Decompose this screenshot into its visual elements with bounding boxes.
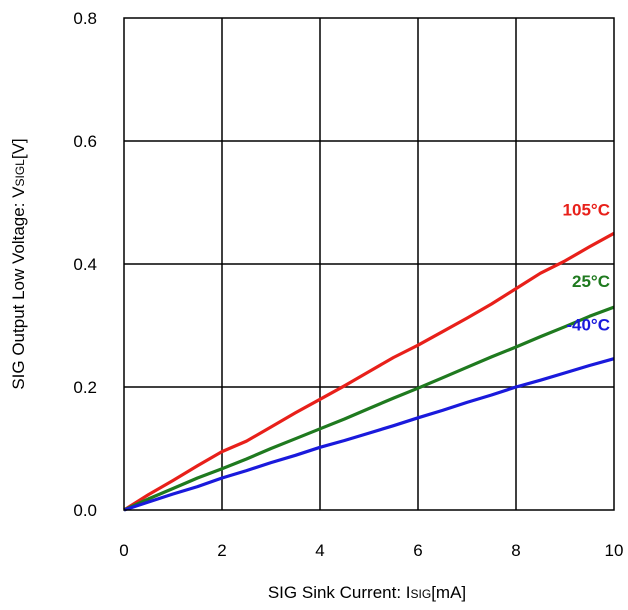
y-axis-title-sub: SIGL	[13, 159, 27, 187]
x-tick-label: 10	[605, 541, 624, 560]
grid	[124, 18, 614, 510]
x-tick-label: 0	[119, 541, 128, 560]
x-tick-label: 2	[217, 541, 226, 560]
y-axis-title: SIG Output Low Voltage: VSIGL[V]	[9, 138, 28, 389]
y-tick-label: 0.4	[73, 255, 97, 274]
series-labels: 105°C 25°C -40°C	[563, 200, 610, 334]
y-tick-labels: 0.0 0.2 0.4 0.6 0.8	[73, 9, 97, 520]
series-line	[123, 305, 615, 512]
y-axis-title-unit: [V]	[9, 138, 28, 159]
x-tick-label: 6	[413, 541, 422, 560]
y-tick-label: 0.2	[73, 378, 97, 397]
series-label: 105°C	[563, 200, 610, 219]
series-lines	[123, 231, 615, 512]
x-axis-title-sub: SIG	[411, 587, 432, 601]
series-line	[123, 231, 615, 512]
series-line	[123, 357, 615, 512]
y-tick-label: 0.0	[73, 501, 97, 520]
x-tick-label: 4	[315, 541, 324, 560]
x-axis-title-main: SIG Sink Current: I	[268, 583, 411, 602]
x-tick-labels: 0 2 4 6 8 10	[119, 541, 623, 560]
series-label: -40°C	[566, 316, 610, 335]
x-axis-title: SIG Sink Current: ISIG[mA]	[268, 583, 466, 602]
series-label: 25°C	[572, 272, 610, 291]
x-axis-title-unit: [mA]	[431, 583, 466, 602]
x-tick-label: 8	[511, 541, 520, 560]
y-tick-label: 0.6	[73, 132, 97, 151]
y-tick-label: 0.8	[73, 9, 97, 28]
y-axis-title-main: SIG Output Low Voltage: V	[9, 186, 28, 390]
plot-frame	[123, 17, 615, 511]
